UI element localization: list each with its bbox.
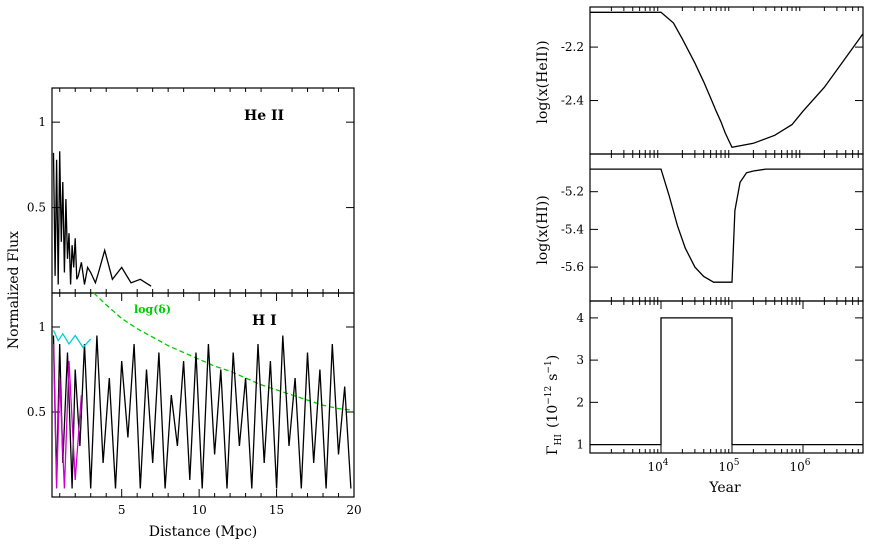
plot-frame: [589, 6, 864, 155]
y-tick-label: 1: [576, 438, 584, 452]
annotation-he-ii: He II: [244, 108, 284, 124]
y-tick-label: 3: [576, 353, 584, 367]
x-tick-label: 5: [118, 503, 126, 517]
x-tick-label: 15: [269, 503, 284, 517]
y-tick-label: 1: [38, 320, 46, 334]
gamma-unit-exp2: −1: [544, 360, 554, 373]
x-axis-title-year: Year: [708, 480, 741, 496]
y-axis-title-gamma-hi: ΓHI (10−12 s−1): [544, 355, 564, 455]
series-line-4: [52, 343, 83, 489]
series-line-1: [590, 317, 863, 446]
gamma-unit-s: s: [545, 374, 561, 381]
series-line-3: [52, 330, 92, 349]
y-axis-title-log-hi: log(x(HI)): [535, 195, 551, 264]
annotation-h-i: H I: [252, 313, 277, 329]
legend-log-delta: log(δ): [134, 303, 171, 316]
gamma-unit-exp1: −12: [544, 386, 554, 405]
series-line-1: [590, 168, 863, 283]
panel-right-middle: -5.2 -5.4 -5.6: [561, 153, 864, 302]
y-tick-label: -5.2: [561, 185, 584, 199]
series-line-1: [93, 292, 355, 411]
y-tick-label: -2.4: [561, 94, 585, 108]
y-tick-label: -5.4: [561, 222, 585, 236]
x-tick-label: 104: [647, 458, 668, 474]
plot-frame: [51, 292, 355, 498]
panel-left-bottom: 0.515 10 15 20: [27, 292, 362, 517]
y-tick-label: 0.5: [27, 405, 46, 419]
y-axis-title-log-heii: log(x(HeII)): [535, 40, 551, 123]
series-line-2: [52, 335, 352, 489]
gamma-subscript: HI: [554, 434, 564, 446]
panel-right-top: -2.2 -2.4: [561, 6, 864, 155]
series-line-1: [52, 151, 152, 287]
gamma-unit-close: ): [545, 355, 561, 360]
x-tick-label: 105: [718, 458, 739, 474]
plot-frame: [589, 300, 864, 454]
plot-frame: [51, 87, 355, 294]
panel-right-bottom: 1 2 3 4 104 105 106: [576, 300, 864, 474]
y-tick-label: -5.6: [561, 260, 584, 274]
y-tick-label: -2.2: [561, 40, 584, 54]
y-tick-label: 2: [576, 395, 584, 409]
gamma-symbol: Γ: [545, 445, 561, 455]
plot-frame: [589, 153, 864, 302]
y-tick-label: 4: [576, 311, 584, 325]
y-tick-label: 1: [38, 115, 46, 129]
x-axis-title-distance: Distance (Mpc): [149, 524, 258, 540]
gamma-unit-open: (10: [545, 405, 561, 428]
y-tick-label: 0.5: [27, 201, 46, 215]
x-tick-label: 10: [191, 503, 206, 517]
series-line-1: [590, 11, 864, 149]
panel-left-top: 0.51: [27, 87, 355, 294]
y-axis-title-normalized-flux: Normalized Flux: [6, 231, 22, 349]
x-tick-label: 106: [789, 458, 810, 474]
x-tick-label: 20: [346, 503, 361, 517]
